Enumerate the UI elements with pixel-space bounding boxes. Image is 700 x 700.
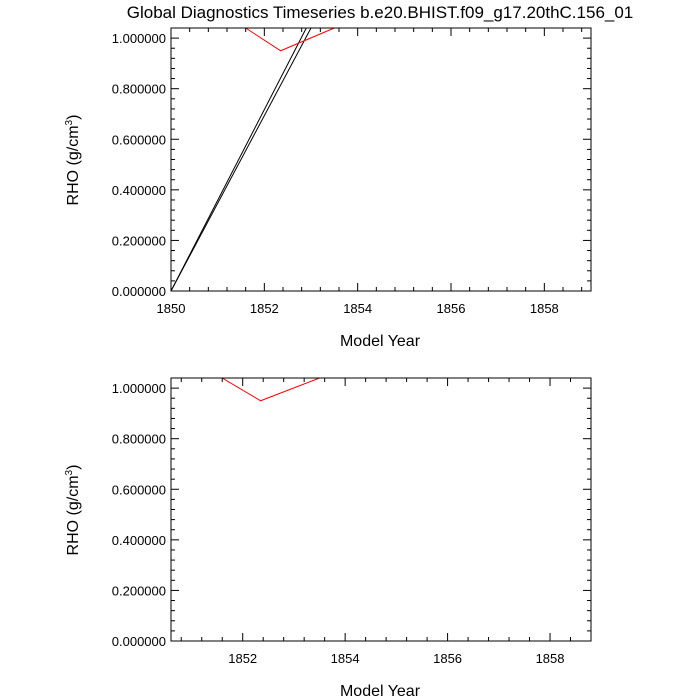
top-panel-ticks: 1850 1852 1854 1856 1858 0.000000 0.200000 0.40…: [112, 27, 591, 316]
series-line-0: [170, 27, 307, 292]
bottom-panel: 1852 1854 1856 1858 0.000000 0.200000 0.400000…: [64, 377, 592, 700]
y-tick-label: 0.800000: [112, 82, 166, 97]
top-panel-series: [170, 27, 335, 292]
bottom-y-axis-label: RHO (g/cm3): [64, 465, 82, 556]
y-tick-label: 1.000000: [112, 31, 166, 46]
chart-title: Global Diagnostics Timeseries b.e20.BHIS…: [127, 3, 634, 22]
top-y-axis-label: RHO (g/cm3): [64, 115, 82, 206]
top-panel: 1850 1852 1854 1856 1858 0.000000 0.200000 0.40…: [64, 27, 592, 350]
bottom-panel-ticks: 1852 1854 1856 1858 0.000000 0.200000 0.400000…: [112, 377, 592, 666]
bottom-panel-frame: [170, 377, 592, 642]
x-tick-label: 1854: [343, 301, 372, 316]
x-tick-label: 1856: [437, 301, 466, 316]
top-x-axis-label: Model Year: [340, 333, 421, 350]
x-tick-label: 1858: [530, 301, 559, 316]
x-tick-label: 1856: [433, 651, 462, 666]
x-tick-label: 1858: [536, 651, 565, 666]
bottom-panel-series: [221, 377, 320, 402]
y-tick-label: 0.200000: [112, 233, 166, 248]
x-tick-label: 1852: [228, 651, 257, 666]
y-tick-label: 0.400000: [112, 183, 166, 198]
y-tick-label: 0.000000: [112, 634, 166, 649]
top-panel-frame: [170, 27, 592, 292]
y-tick-label: 0.200000: [112, 583, 166, 598]
series-line-2: [245, 27, 335, 52]
y-tick-label: 0.600000: [112, 132, 166, 147]
x-tick-label: 1854: [331, 651, 360, 666]
series-line-1: [170, 27, 312, 292]
x-tick-label: 1850: [157, 301, 186, 316]
y-tick-label: 0.800000: [112, 432, 166, 447]
y-tick-label: 1.000000: [112, 381, 166, 396]
y-tick-label: 0.000000: [112, 284, 166, 299]
bottom-x-axis-label: Model Year: [340, 683, 421, 700]
y-tick-label: 0.400000: [112, 533, 166, 548]
x-tick-label: 1852: [250, 301, 279, 316]
y-tick-label: 0.600000: [112, 482, 166, 497]
series-line-0: [221, 377, 320, 402]
